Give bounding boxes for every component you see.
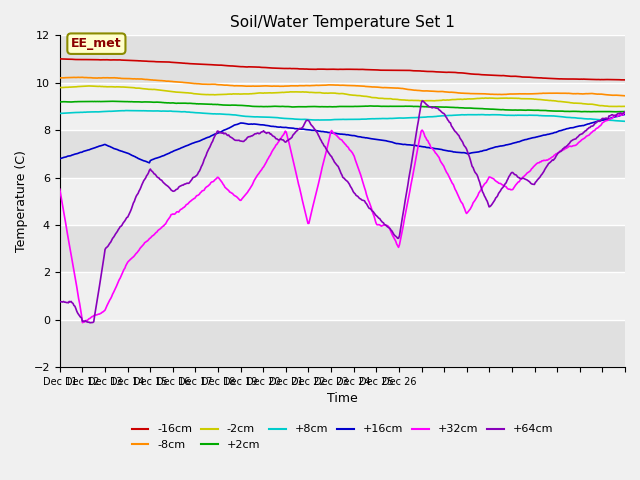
Bar (60, 225, 625, 272)
Bar (60, 130, 625, 178)
Legend: -16cm, -8cm, -2cm, +2cm, +8cm, +16cm, +32cm, +64cm: -16cm, -8cm, -2cm, +2cm, +8cm, +16cm, +3… (127, 420, 557, 455)
Title: Soil/Water Temperature Set 1: Soil/Water Temperature Set 1 (230, 15, 455, 30)
Y-axis label: Temperature (C): Temperature (C) (15, 150, 28, 252)
X-axis label: Time: Time (327, 392, 358, 405)
Bar (60, 36, 625, 83)
Bar (60, 320, 625, 367)
Text: EE_met: EE_met (71, 37, 122, 50)
